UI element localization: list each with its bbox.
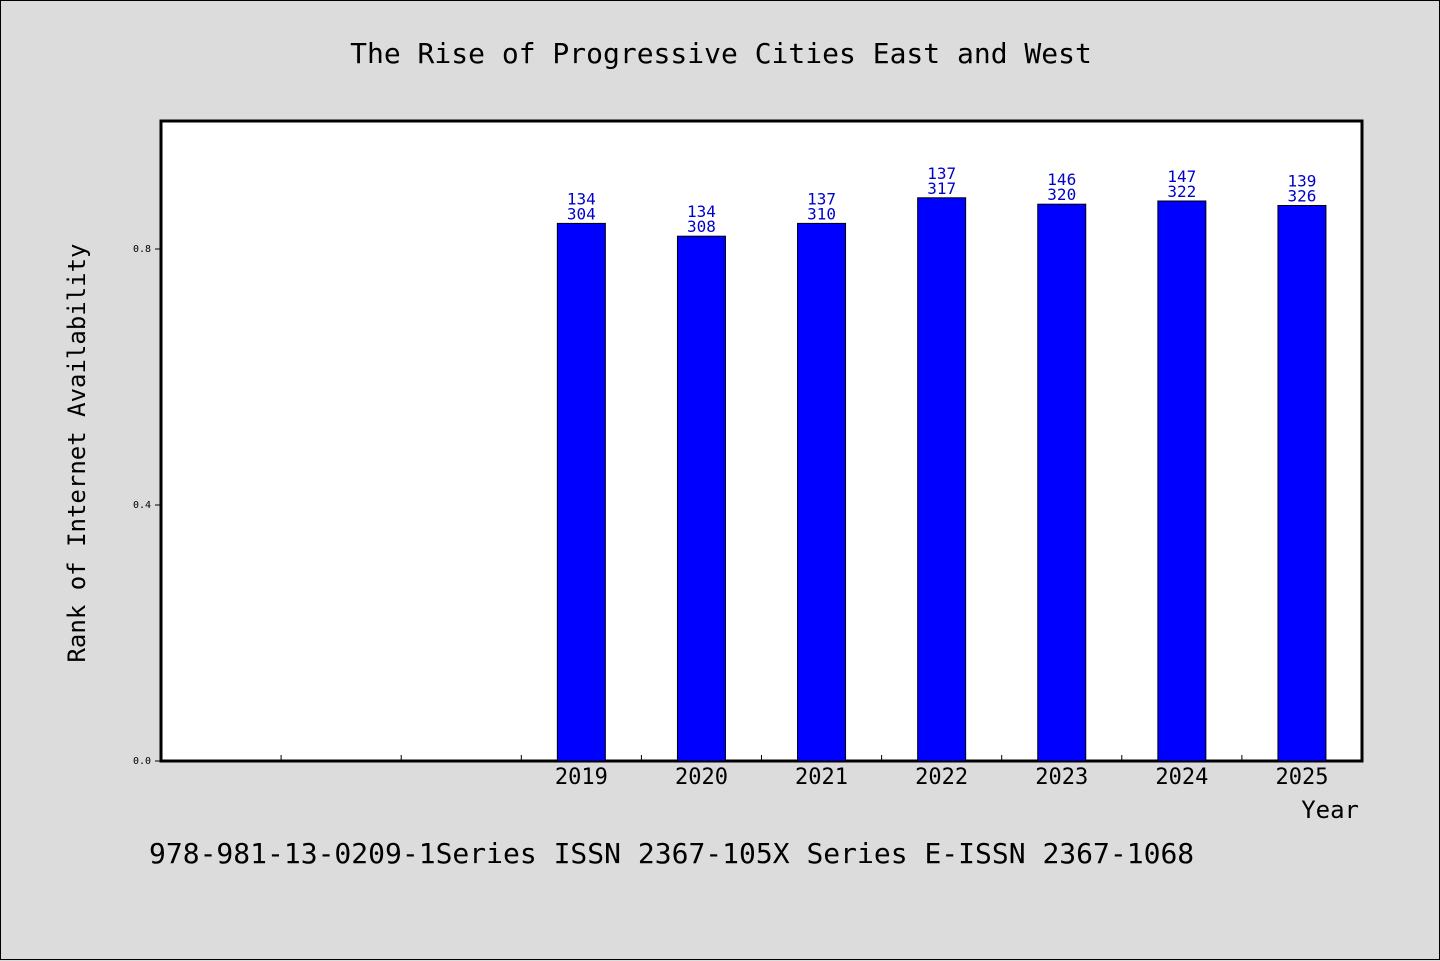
footer-isbn-text: 978-981-13-0209-1Series ISSN 2367-105X S… [149,837,1194,870]
y-axis: 0.0 0.4 0.8 [133,244,161,767]
x-tick-label: 2021 [795,765,848,790]
bar-label-bottom: 326 [1287,186,1316,205]
x-axis-label: Year [1301,796,1359,824]
x-tick-label: 2022 [915,765,968,790]
bar-label-bottom: 320 [1047,185,1076,204]
bar-2021 [797,222,847,762]
bar-label-bottom: 304 [567,204,596,223]
bar-2024 [1157,200,1207,762]
bar-label-bottom: 322 [1167,182,1196,201]
bar-label-top: 147 [1167,167,1196,186]
bar-label-top: 134 [567,189,596,208]
x-tick-label: 2024 [1155,765,1208,790]
bar-label-bottom: 308 [687,217,716,236]
y-axis-label: Rank of Internet Availability [63,243,91,662]
bar-label-bottom: 317 [927,179,956,198]
x-tick-label: 2025 [1275,765,1328,790]
bar-2023 [1037,203,1087,762]
bar-label-top: 146 [1047,170,1076,189]
bar-2020 [676,235,726,762]
y-tick-label: 0.0 [133,756,151,767]
x-tick-label: 2020 [675,765,728,790]
bar-label-top: 139 [1287,171,1316,190]
bar-2019 [556,222,606,762]
bar-label-top: 137 [807,189,836,208]
bar-2025 [1277,204,1327,762]
chart-title: The Rise of Progressive Cities East and … [350,37,1092,70]
x-tick-label: 2019 [555,765,608,790]
bar-label-top: 134 [687,202,716,221]
y-tick-label: 0.8 [133,244,151,255]
x-tick-label: 2023 [1035,765,1088,790]
bar-label-top: 137 [927,164,956,183]
x-axis: 2019 2020 2021 2022 2023 2024 2025 [280,755,1328,790]
bar-series [556,197,1327,762]
bar-2022 [917,197,967,762]
y-tick-label: 0.4 [133,500,151,511]
bar-label-bottom: 310 [807,204,836,223]
